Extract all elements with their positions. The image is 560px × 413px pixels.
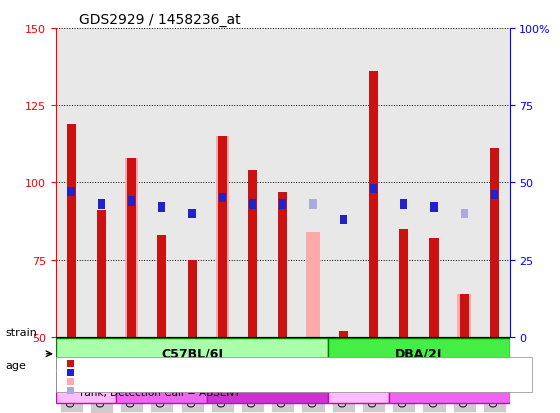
Text: 18 mo: 18 mo (430, 381, 469, 394)
Bar (127, 158, 136, 337)
Bar (430, 238, 438, 337)
Bar (189, 209, 195, 218)
Text: 26 mo: 26 mo (248, 381, 287, 394)
Bar (248, 171, 257, 337)
Bar (125, 158, 138, 337)
Text: age: age (6, 361, 26, 370)
Bar (97, 211, 106, 337)
Bar (67, 124, 76, 337)
Bar (157, 235, 166, 337)
Bar (370, 185, 377, 194)
Text: 18 mo: 18 mo (142, 381, 181, 394)
Bar (490, 149, 499, 337)
Bar (491, 191, 498, 200)
Bar (279, 200, 286, 209)
Bar (369, 72, 378, 337)
Text: 2 mo: 2 mo (71, 381, 102, 394)
Bar (98, 200, 105, 209)
Text: 2 mo: 2 mo (343, 381, 374, 394)
Text: C57BL/6J: C57BL/6J (161, 347, 223, 361)
Text: GDS2929 / 1458236_at: GDS2929 / 1458236_at (78, 12, 240, 26)
Text: count: count (80, 360, 109, 370)
Bar (68, 188, 74, 197)
FancyBboxPatch shape (207, 373, 328, 403)
FancyBboxPatch shape (116, 373, 207, 403)
Bar (460, 294, 469, 337)
FancyBboxPatch shape (56, 373, 116, 403)
Bar (219, 194, 226, 203)
Text: rank, Detection Call = ABSENT: rank, Detection Call = ABSENT (80, 387, 240, 397)
Bar (128, 197, 135, 206)
FancyBboxPatch shape (389, 373, 510, 403)
Text: strain: strain (6, 328, 38, 337)
Bar (278, 192, 287, 337)
Bar (458, 294, 471, 337)
Bar (461, 209, 468, 218)
Bar (431, 203, 437, 212)
Bar (339, 331, 348, 337)
FancyBboxPatch shape (328, 373, 389, 403)
Bar (216, 137, 229, 337)
Bar (249, 200, 256, 209)
Bar (306, 232, 320, 337)
Text: DBA/2J: DBA/2J (395, 347, 442, 361)
Bar (158, 203, 165, 212)
Text: value, Detection Call = ABSENT: value, Detection Call = ABSENT (80, 378, 245, 388)
Bar (399, 229, 408, 337)
Bar (218, 137, 227, 337)
Bar (188, 260, 197, 337)
Bar (310, 200, 316, 209)
Text: percentile rank within the sample: percentile rank within the sample (80, 369, 255, 379)
FancyBboxPatch shape (56, 339, 328, 369)
Bar (400, 200, 407, 209)
Bar (340, 215, 347, 225)
FancyBboxPatch shape (328, 339, 510, 369)
